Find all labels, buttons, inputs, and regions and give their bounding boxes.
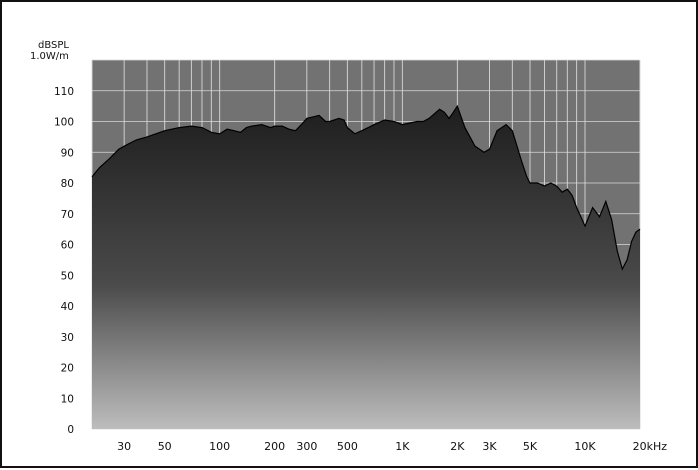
y-tick-label: 0 (67, 424, 74, 436)
y-tick-label: 80 (61, 178, 74, 190)
y-tick-labels: 0 10 20 30 40 50 60 70 80 90 100 110 (54, 86, 74, 436)
y-tick-label: 70 (61, 209, 74, 221)
response-area (92, 106, 640, 429)
x-tick-label: 500 (337, 440, 358, 453)
x-tick-label: 3K (482, 440, 497, 453)
y-axis-label-line1: dBSPL (38, 40, 69, 51)
x-tick-label: 1K (395, 440, 410, 453)
x-tick-label: 300 (296, 440, 317, 453)
x-tick-labels: 30 50 100 200 300 500 1K 2K 3K 5K 10K 20kHz (117, 440, 667, 453)
y-tick-label: 40 (61, 301, 74, 313)
y-tick-label: 10 (61, 393, 74, 405)
y-tick-label: 110 (54, 86, 74, 98)
x-tick-label: 100 (209, 440, 230, 453)
x-tick-label: 5K (523, 440, 538, 453)
y-tick-label: 30 (61, 332, 74, 344)
y-tick-label: 20 (61, 363, 74, 375)
x-tick-label: 2K (450, 440, 465, 453)
x-tick-label: 50 (158, 440, 172, 453)
y-axis-label-line2: 1.0W/m (30, 51, 69, 62)
x-tick-label: 30 (117, 440, 131, 453)
y-tick-label: 60 (61, 240, 74, 252)
y-tick-label: 100 (54, 117, 74, 129)
y-tick-label: 50 (61, 270, 74, 282)
x-tick-label: 200 (264, 440, 285, 453)
response-curve-line (91, 104, 641, 271)
x-tick-label: 10K (574, 440, 596, 453)
y-tick-label: 90 (61, 147, 74, 159)
x-tick-label: 20kHz (633, 440, 668, 453)
